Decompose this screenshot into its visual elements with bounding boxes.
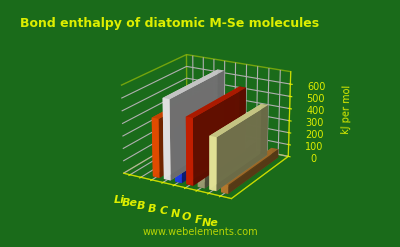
Text: Bond enthalpy of diatomic M-Se molecules: Bond enthalpy of diatomic M-Se molecules: [20, 17, 319, 30]
Text: www.webelements.com: www.webelements.com: [142, 227, 258, 237]
